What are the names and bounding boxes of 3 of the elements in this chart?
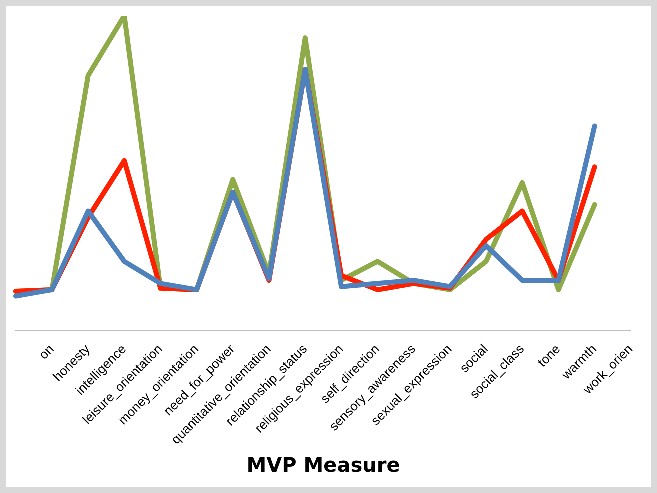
x-tick-label: tone <box>534 341 564 370</box>
x-tick-label: on <box>36 341 57 362</box>
x-axis-title: MVP Measure <box>246 453 400 478</box>
